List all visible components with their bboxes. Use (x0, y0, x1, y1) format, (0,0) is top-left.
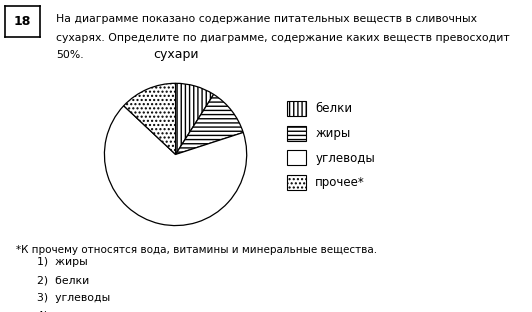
Text: 18: 18 (14, 15, 31, 28)
Text: 4)  прочее: 4) прочее (37, 311, 96, 312)
Text: *К прочему относятся вода, витамины и минеральные вещества.: *К прочему относятся вода, витамины и ми… (16, 245, 377, 255)
Wedge shape (104, 106, 247, 226)
Text: сухарях. Определите по диаграмме, содержание каких веществ превосходит: сухарях. Определите по диаграмме, содерж… (56, 33, 510, 43)
Text: 3)  углеводы: 3) углеводы (37, 293, 111, 303)
Text: 2)  белки: 2) белки (37, 275, 89, 285)
Wedge shape (176, 94, 243, 154)
Title: сухари: сухари (153, 48, 198, 61)
Text: 50%.: 50%. (56, 50, 84, 60)
Wedge shape (124, 83, 176, 154)
Wedge shape (176, 83, 214, 154)
Text: На диаграмме показано содержание питательных веществ в сливочных: На диаграмме показано содержание питател… (56, 14, 477, 24)
Legend: белки, жиры, углеводы, прочее*: белки, жиры, углеводы, прочее* (285, 99, 377, 193)
Text: 1)  жиры: 1) жиры (37, 257, 88, 267)
